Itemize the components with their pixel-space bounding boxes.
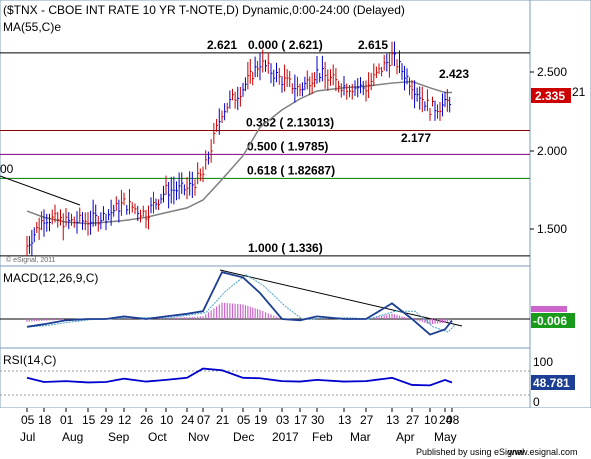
x-tick-month: Apr [396,430,415,444]
x-tick-day: 03 [276,413,290,427]
macd-line [26,271,453,336]
x-tick-month: Dec [233,430,254,444]
fib-label-4: 1.000 ( 1.336) [248,241,323,255]
x-tick-day: 30 [311,413,325,427]
x-tick-month: Aug [62,430,83,444]
x-tick-day: 10 [160,413,174,427]
x-tick-day: 15 [82,413,96,427]
x-tick-day: 10 [424,413,438,427]
price-bars [26,41,452,257]
rsi-tick-100: 100 [533,355,553,369]
x-tick-day: 24 [439,413,453,427]
x-tick-day: 05 [21,413,35,427]
y-tick-1500: 1.500 [537,222,567,236]
fibonacci-levels: 0.000 ( 2.621) 0.382 ( 2.13013) 0.500 ( 1.… [0,38,530,257]
annotation-high-2: 2.615 [358,38,388,52]
x-tick-day: 24 [181,413,195,427]
x-tick-month: 2017 [272,430,299,444]
x-tick-day: 17 [294,413,308,427]
x-tick-month: Sep [108,430,130,444]
annotation-low: 2.177 [401,131,431,145]
x-axis: 05 18 01 15 29 12 26 10 24 07 21 05 19 03 17 30 13 27 13 27… [20,408,460,444]
xaxis-panel [0,408,591,459]
x-tick-day: 05 [237,413,251,427]
rsi-line [26,367,453,387]
right-axis-panel [529,0,591,409]
fib-label-0: 0.000 ( 2.621) [248,38,323,52]
fib-label-2: 0.500 ( 1.9785) [247,139,328,153]
chart-title: ($TNX - CBOE INT RATE 10 YR T-NOTE,D) Dy… [3,3,405,17]
macd-hist-marker [531,306,567,312]
footer-text: Published by using eSignal [416,447,524,457]
x-tick-month: Jul [20,430,35,444]
y-tick-2000: 2.000 [537,144,567,158]
last-price-badge [531,88,571,103]
x-tick-day: 07 [197,413,211,427]
x-tick-day: 18 [38,413,52,427]
x-tick-month: Oct [148,430,167,444]
ma-label: MA(55,C)e [3,20,61,34]
x-tick-month: Feb [312,430,333,444]
x-tick-month: Mar [350,430,371,444]
y-tick-2500: 2.500 [537,65,567,79]
macd-value: -0.006 [533,314,567,328]
annotation-recent-high: 2.423 [439,67,469,81]
x-tick-day: 08 [446,413,460,427]
macd-value-badge [531,313,575,328]
footer-site: www.esignal.com [507,447,578,457]
x-tick-day: 21 [216,413,230,427]
x-tick-day: 27 [360,413,374,427]
rsi-value-badge [531,375,575,390]
x-tick-month: Nov [188,430,209,444]
fib-label-1: 0.382 ( 2.13013) [246,115,334,129]
macd-panel[interactable] [0,265,531,349]
x-tick-day: 13 [386,413,400,427]
trend-line [0,175,81,206]
x-tick-day: 26 [140,413,154,427]
watermark: © eSignal, 2011 [6,256,56,264]
x-tick-month: May [434,430,457,444]
left-edge-label: 00 [0,162,14,176]
last-price-value: 2.335 [535,89,565,103]
annotation-high-1: 2.621 [207,38,237,52]
rsi-value: 48.781 [533,376,570,390]
macd-label: MACD(12,26,9,C) [3,271,98,285]
x-tick-day: 13 [338,413,352,427]
x-tick-day: 01 [60,413,74,427]
last-price-suffix: 21 [572,85,586,99]
fib-label-3: 0.618 ( 1.82687) [247,163,335,177]
x-tick-day: 12 [118,413,132,427]
x-tick-day: 27 [406,413,420,427]
x-tick-day: 19 [254,413,268,427]
rsi-tick-0: 0 [533,395,540,409]
x-tick-day: 29 [100,413,114,427]
ma-line [26,80,452,225]
rsi-label: RSI(14,C) [3,353,56,367]
